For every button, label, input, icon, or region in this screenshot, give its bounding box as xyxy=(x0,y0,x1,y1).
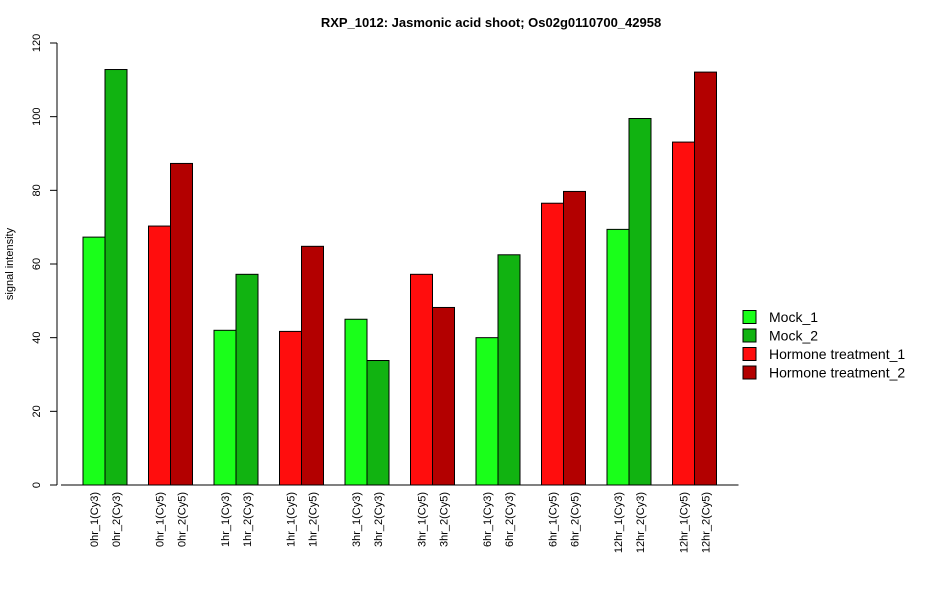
bar xyxy=(606,228,630,486)
x-tick-label: 0hr_1(Cy5) xyxy=(155,492,167,547)
legend-label: Mock_1 xyxy=(769,309,818,325)
x-tick-label: 6hr_1(Cy5) xyxy=(548,492,560,547)
legend-label: Mock_2 xyxy=(769,328,818,344)
bar xyxy=(432,306,455,486)
x-tick-label: 12hr_1(Cy5) xyxy=(679,492,691,553)
bar xyxy=(301,245,324,486)
bar xyxy=(279,330,302,486)
legend-swatch xyxy=(742,328,757,343)
bar xyxy=(82,236,106,486)
x-tick-label: 0hr_1(Cy3) xyxy=(89,492,101,547)
y-tick-label: 80 xyxy=(31,184,43,196)
y-axis-label: signal intensity xyxy=(4,227,16,300)
y-tick-label: 20 xyxy=(31,405,43,417)
legend-label: Hormone treatment_1 xyxy=(769,346,905,362)
x-tick-label: 3hr_2(Cy3) xyxy=(373,492,385,547)
legend-swatch xyxy=(742,347,757,361)
x-tick-label: 0hr_2(Cy3) xyxy=(111,492,123,547)
x-tick-label: 12hr_2(Cy3) xyxy=(635,492,647,553)
x-tick-label: 1hr_2(Cy3) xyxy=(242,492,254,547)
y-axis: 0 20 40 60 80 100 120 xyxy=(31,34,58,488)
x-tick-label: 6hr_1(Cy3) xyxy=(482,492,494,547)
x-tick-label: 12hr_1(Cy3) xyxy=(613,492,625,553)
bar xyxy=(366,360,390,486)
x-tick-label: 6hr_2(Cy3) xyxy=(504,492,516,547)
bar xyxy=(213,329,237,486)
x-tick-label: 0hr_2(Cy5) xyxy=(177,492,189,547)
x-tick-label: 3hr_2(Cy5) xyxy=(439,492,451,547)
bar xyxy=(497,254,521,486)
legend-swatch xyxy=(742,365,757,380)
bar xyxy=(672,141,695,486)
bar xyxy=(628,118,652,486)
bar xyxy=(541,202,564,486)
x-axis-tick-labels: 0hr_1(Cy3) 0hr_2(Cy3) 0hr_1(Cy5) 0hr_2(Cy5)… xyxy=(89,492,713,553)
y-tick-label: 60 xyxy=(31,258,43,270)
y-tick-label: 0 xyxy=(31,482,43,488)
bar xyxy=(104,69,128,486)
x-tick-label: 3hr_1(Cy3) xyxy=(351,492,363,547)
y-tick-label: 120 xyxy=(31,34,43,52)
y-tick-label: 100 xyxy=(31,107,43,125)
x-tick-label: 12hr_2(Cy5) xyxy=(701,492,713,553)
legend-label: Hormone treatment_2 xyxy=(769,365,905,381)
legend-swatch xyxy=(742,310,757,324)
bar xyxy=(475,337,499,486)
x-tick-label: 1hr_2(Cy5) xyxy=(308,492,320,547)
x-tick-label: 1hr_1(Cy3) xyxy=(220,492,232,547)
x-tick-label: 6hr_2(Cy5) xyxy=(570,492,582,547)
legend: Mock_1 Mock_2 Hormone treatment_1 Hormone t… xyxy=(742,309,905,381)
chart-title: RXP_1012: Jasmonic acid shoot; Os02g0110… xyxy=(321,15,661,30)
bar xyxy=(235,273,259,486)
bars xyxy=(82,69,717,486)
bar xyxy=(344,318,368,486)
x-tick-label: 3hr_1(Cy5) xyxy=(417,492,429,547)
bar xyxy=(170,162,193,486)
bar xyxy=(410,273,433,486)
x-tick-label: 1hr_1(Cy5) xyxy=(286,492,298,547)
bar xyxy=(563,190,586,486)
y-tick-label: 40 xyxy=(31,332,43,344)
bar xyxy=(694,71,717,486)
bar xyxy=(148,225,171,486)
